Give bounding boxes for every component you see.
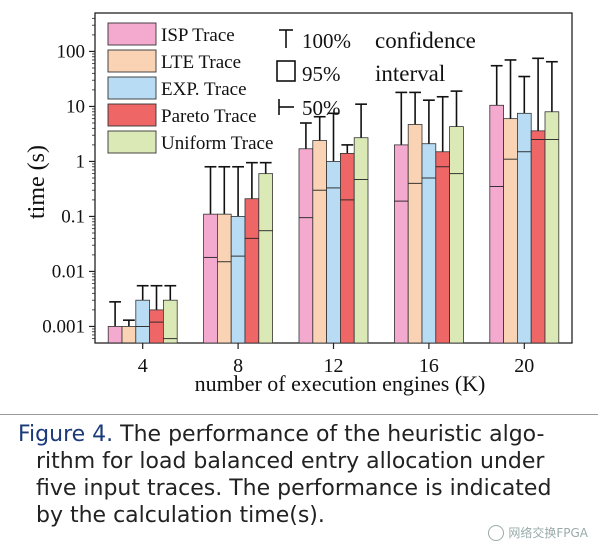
legend-label: Uniform Trace: [161, 133, 273, 154]
y-tick-label: 1: [76, 151, 86, 172]
box-symbol-icon: [276, 60, 296, 82]
bar-group: [107, 284, 178, 344]
bar: [517, 112, 532, 344]
bar-group: [489, 57, 560, 344]
legend-swatch: [107, 76, 157, 100]
whisker-legend-item: 95%: [276, 60, 341, 86]
legend-swatch: [107, 103, 157, 127]
y-axis: 0.001 0.01 0.1 1 10 100: [42, 17, 95, 340]
whisker-legend-item: 50%: [278, 96, 341, 120]
wechat-icon: [488, 524, 505, 541]
bar: [407, 124, 423, 344]
caption-line-2: rithm for load balanced entry allocation…: [36, 449, 545, 474]
x-axis: 4 8 12 16 20: [138, 343, 534, 377]
bar: [216, 213, 232, 344]
legend: ISP Trace LTE Trace EXP. Trace Pareto Trace…: [107, 22, 273, 154]
bar: [449, 126, 464, 344]
x-tick-label: 8: [233, 355, 243, 377]
bar: [121, 326, 137, 344]
caption-line-4: by the calculation time(s).: [36, 503, 325, 528]
bar: [421, 143, 437, 344]
whisker-legend-label: 50%: [302, 96, 341, 120]
x-tick-label: 4: [138, 355, 148, 377]
bar: [489, 104, 504, 344]
whisker-legend-text: interval: [375, 61, 445, 86]
x-axis-label: number of execution engines (K): [195, 371, 486, 396]
bar: [326, 161, 341, 344]
bar: [393, 144, 409, 344]
bar-groups: [107, 57, 560, 344]
y-tick-label: 100: [57, 41, 86, 62]
y-axis-label: time (s): [24, 145, 50, 219]
chart: 0.001 0.01 0.1 1 10 100 4 8 12 16 20 ISP Trace LTE…: [24, 12, 573, 396]
legend-label: ISP Trace: [161, 25, 235, 46]
bar: [203, 213, 218, 344]
bar: [149, 309, 164, 344]
bar: [135, 299, 151, 344]
bar: [530, 130, 546, 344]
bar: [435, 151, 450, 344]
bar: [162, 299, 178, 344]
caption-line-3: five input traces. The performance is in…: [36, 476, 552, 501]
bar: [230, 216, 246, 344]
y-tick-label: 10: [66, 96, 85, 117]
caption-line-1: The performance of the heuristic algo-: [120, 422, 545, 447]
y-tick-label: 0.001: [42, 316, 85, 337]
bar-group: [393, 90, 464, 344]
bar: [244, 198, 260, 344]
figure-caption: Figure 4. The performance of the heurist…: [18, 421, 590, 529]
chart-svg: 0.001 0.01 0.1 1 10 100 4 8 12 16 20 ISP Trace LTE…: [24, 12, 573, 396]
divider: [0, 414, 598, 415]
bar: [107, 326, 123, 344]
whisker-legend-label: 100%: [302, 29, 351, 53]
bar: [312, 140, 327, 344]
bar-group: [298, 103, 369, 344]
bar: [544, 111, 560, 344]
whisker-legend-text: confidence: [375, 28, 476, 53]
watermark: 网络交换FPGA: [488, 524, 588, 541]
legend-swatch: [107, 49, 157, 73]
y-tick-label: 0.1: [61, 206, 85, 227]
legend-swatch: [107, 130, 157, 154]
bar: [258, 173, 273, 344]
legend-label: EXP. Trace: [161, 79, 247, 100]
bar: [298, 148, 314, 344]
legend-swatch: [107, 22, 157, 46]
bar: [353, 137, 369, 344]
legend-label: LTE Trace: [161, 52, 241, 73]
bar-group: [203, 161, 273, 344]
x-tick-label: 16: [419, 355, 439, 377]
x-tick-label: 20: [514, 355, 534, 377]
caption-label: Figure 4.: [18, 422, 114, 447]
bar: [503, 118, 518, 344]
y-tick-label: 0.01: [52, 261, 85, 282]
whisker-legend: 100% 95% 50% confidence interval: [276, 28, 476, 120]
bar: [339, 153, 355, 344]
x-tick-label: 12: [324, 355, 344, 377]
watermark-text: 网络交换FPGA: [508, 526, 588, 540]
whisker-legend-label: 95%: [302, 62, 341, 86]
legend-label: Pareto Trace: [161, 106, 257, 127]
whisker-legend-item: 100%: [279, 29, 351, 53]
